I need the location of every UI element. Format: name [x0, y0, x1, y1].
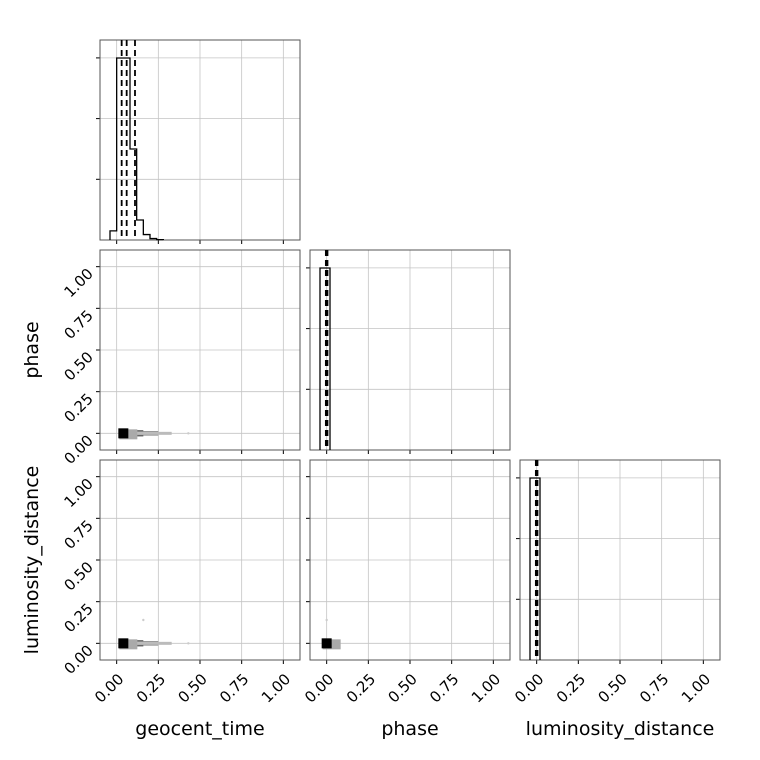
histogram-step — [319, 267, 331, 450]
panel-frame — [99, 249, 301, 451]
density-core — [118, 428, 129, 439]
y-axis-label-phase: phase — [21, 321, 43, 378]
outlier-point — [187, 642, 190, 645]
panel-frame — [309, 249, 511, 451]
outlier-point — [325, 618, 328, 622]
panel-frame — [309, 459, 511, 661]
hist-panel-phase — [306, 249, 511, 454]
x-axis-label-luminosity-distance: luminosity_distance — [526, 718, 715, 740]
histogram-step — [529, 477, 541, 660]
panel-frame — [99, 459, 301, 661]
hist-panel-geocent-time — [96, 39, 301, 244]
panel-frame — [519, 459, 721, 661]
histogram-step — [109, 57, 164, 241]
density-band — [123, 431, 172, 435]
density-band — [123, 641, 172, 645]
x-axis-label-geocent-time: geocent_time — [135, 718, 264, 740]
density-core — [321, 638, 332, 649]
panel-frame — [99, 39, 301, 241]
y-axis-label-luminosity-distance: luminosity_distance — [21, 466, 43, 655]
x-axis-label-phase: phase — [381, 718, 438, 740]
outlier-point — [187, 432, 190, 435]
outlier-point — [142, 618, 145, 622]
density-core — [118, 638, 129, 649]
